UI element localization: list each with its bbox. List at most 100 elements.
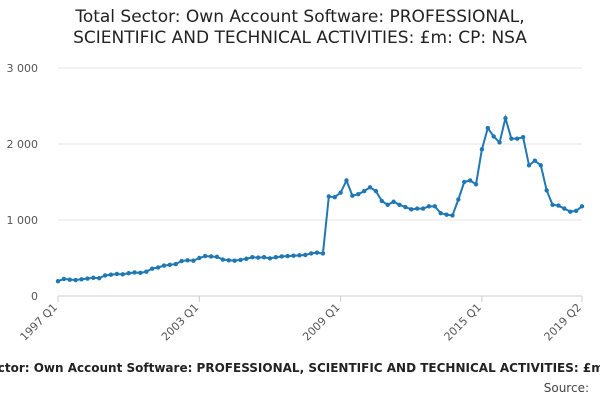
- data-point: [485, 125, 490, 131]
- data-point: [191, 258, 196, 263]
- x-tick-label: 1997 Q1: [18, 301, 61, 344]
- data-point: [85, 276, 90, 281]
- series-line: [57, 114, 583, 283]
- data-point: [509, 136, 514, 141]
- data-point: [238, 257, 243, 263]
- data-point: [303, 252, 308, 258]
- data-point: [244, 256, 249, 261]
- data-point: [167, 262, 173, 268]
- y-tick-label: 2 000: [7, 138, 39, 151]
- data-point: [385, 202, 390, 207]
- data-points: [55, 115, 585, 284]
- data-point: [450, 213, 455, 218]
- data-point: [208, 254, 214, 259]
- data-point: [526, 163, 532, 168]
- data-point: [279, 254, 284, 259]
- data-point: [150, 266, 155, 271]
- data-point: [185, 258, 190, 263]
- data-point: [202, 253, 208, 259]
- x-tick-label: 2003 Q1: [159, 301, 202, 344]
- data-point: [550, 202, 555, 207]
- data-point: [515, 136, 520, 141]
- data-point: [391, 199, 396, 204]
- data-point: [173, 261, 178, 267]
- data-point: [532, 158, 538, 163]
- data-point: [255, 255, 261, 260]
- chart-title: Total Sector: Own Account Software: PROF…: [73, 7, 527, 48]
- data-point: [568, 209, 573, 214]
- data-point: [126, 271, 131, 276]
- data-point: [232, 258, 237, 263]
- data-point: [438, 210, 443, 216]
- data-point: [220, 257, 226, 262]
- x-tick-label: 2019 Q2: [542, 301, 585, 344]
- data-point: [285, 253, 290, 259]
- data-point: [562, 206, 567, 211]
- data-point: [155, 265, 161, 270]
- data-point: [314, 250, 320, 255]
- gridlines: [58, 67, 582, 297]
- data-point: [144, 269, 149, 274]
- data-point: [55, 278, 61, 284]
- x-tick-label: 2009 Q1: [300, 301, 343, 344]
- data-point: [179, 258, 184, 264]
- x-axis-ticks: 1997 Q1 2003 Q1 2009 Q1 2015 Q1 2019 Q2: [18, 296, 585, 344]
- data-point: [414, 206, 420, 211]
- data-point: [409, 207, 414, 212]
- footer-caption: Total Sector: Own Account Software: PROF…: [0, 361, 600, 375]
- data-point: [420, 206, 426, 211]
- data-point: [367, 185, 373, 190]
- x-tick-label: 2015 Q1: [441, 301, 484, 344]
- data-point: [426, 204, 432, 209]
- data-point: [332, 195, 337, 200]
- data-point: [338, 190, 343, 195]
- data-point: [538, 163, 543, 168]
- footer-source: Source:: [543, 381, 589, 395]
- data-point: [114, 271, 120, 277]
- data-point: [97, 275, 102, 281]
- data-point: [573, 208, 579, 214]
- data-point: [397, 202, 402, 207]
- data-point: [138, 270, 143, 276]
- data-point: [344, 178, 349, 183]
- data-point: [250, 255, 255, 260]
- data-point: [67, 277, 72, 282]
- data-point: [432, 204, 438, 209]
- data-point: [467, 178, 473, 183]
- data-point: [132, 270, 137, 275]
- data-point: [79, 277, 84, 282]
- data-point: [361, 188, 367, 194]
- data-point: [373, 188, 379, 194]
- data-point: [556, 203, 561, 208]
- data-point: [267, 256, 273, 261]
- data-point: [291, 253, 296, 258]
- data-point: [214, 254, 220, 260]
- data-point: [350, 193, 355, 198]
- data-point: [379, 198, 385, 204]
- y-tick-label: 1 000: [7, 214, 39, 227]
- data-point: [261, 255, 267, 260]
- data-point: [108, 272, 114, 277]
- data-point: [120, 272, 125, 277]
- data-point: [444, 212, 449, 217]
- data-point: [273, 255, 279, 260]
- data-point: [473, 182, 479, 187]
- data-point: [503, 115, 508, 121]
- data-point: [403, 204, 408, 210]
- data-point: [456, 197, 461, 202]
- y-tick-label: 0: [31, 290, 38, 303]
- y-axis-ticks: 0 1 000 2 000 3 000: [7, 62, 39, 303]
- data-point: [356, 191, 361, 197]
- data-point: [308, 251, 314, 256]
- data-point: [91, 275, 96, 280]
- data-point: [73, 277, 78, 283]
- data-point: [326, 194, 332, 199]
- data-point: [520, 134, 526, 140]
- data-point: [102, 273, 108, 278]
- y-tick-label: 3 000: [7, 62, 39, 75]
- data-point: [197, 255, 202, 261]
- data-point: [320, 251, 326, 256]
- data-point: [579, 204, 585, 209]
- data-point: [226, 258, 231, 263]
